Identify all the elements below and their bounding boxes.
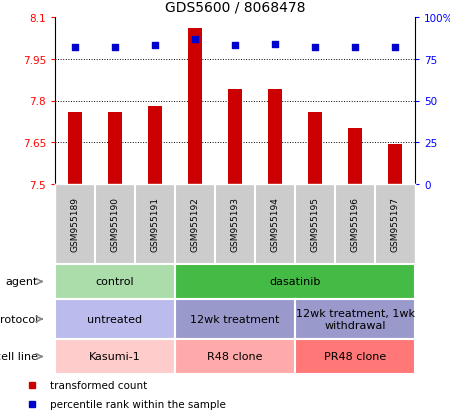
Text: GSM955196: GSM955196 [351, 197, 360, 252]
Text: transformed count: transformed count [50, 380, 147, 390]
Text: GSM955193: GSM955193 [230, 197, 239, 252]
Point [231, 43, 239, 50]
Point [151, 43, 158, 50]
Bar [348, 129, 362, 185]
Point [72, 45, 79, 51]
Text: untreated: untreated [87, 314, 143, 324]
Text: R48 clone: R48 clone [207, 351, 263, 362]
Bar [148, 107, 162, 185]
Bar [388, 144, 402, 185]
Point [191, 36, 198, 43]
Text: agent: agent [5, 277, 38, 287]
Text: control: control [96, 277, 134, 287]
Text: GSM955194: GSM955194 [270, 197, 279, 252]
Text: dasatinib: dasatinib [269, 277, 321, 287]
Text: cell line: cell line [0, 351, 38, 362]
Point [392, 45, 399, 51]
Title: GDS5600 / 8068478: GDS5600 / 8068478 [165, 0, 305, 14]
Text: GSM955190: GSM955190 [111, 197, 120, 252]
Text: 12wk treatment, 1wk
withdrawal: 12wk treatment, 1wk withdrawal [296, 309, 414, 330]
Bar [308, 112, 322, 185]
Point [351, 45, 359, 51]
Point [311, 45, 319, 51]
Text: GSM955192: GSM955192 [190, 197, 199, 252]
Bar [268, 90, 282, 185]
Text: GSM955191: GSM955191 [150, 197, 159, 252]
Text: protocol: protocol [0, 314, 38, 324]
Point [271, 41, 279, 48]
Bar [188, 29, 202, 185]
Text: GSM955189: GSM955189 [71, 197, 80, 252]
Text: PR48 clone: PR48 clone [324, 351, 386, 362]
Text: GSM955197: GSM955197 [391, 197, 400, 252]
Text: 12wk treatment: 12wk treatment [190, 314, 280, 324]
Text: GSM955195: GSM955195 [310, 197, 320, 252]
Bar [108, 112, 122, 185]
Bar [228, 90, 242, 185]
Bar [68, 112, 82, 185]
Text: Kasumi-1: Kasumi-1 [89, 351, 141, 362]
Point [112, 45, 119, 51]
Text: percentile rank within the sample: percentile rank within the sample [50, 399, 225, 409]
